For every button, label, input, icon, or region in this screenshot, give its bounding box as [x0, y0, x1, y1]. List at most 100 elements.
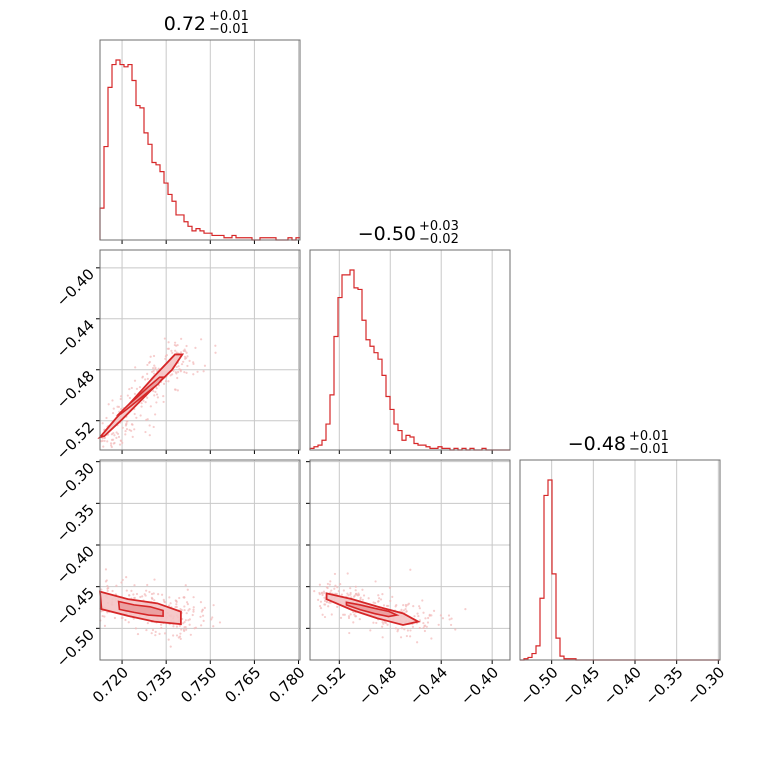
axes-frame [99, 459, 301, 661]
histogram-step-line [99, 59, 300, 241]
sample-point [167, 638, 170, 641]
sample-point [152, 372, 156, 375]
sample-point [176, 370, 180, 374]
sample-point [148, 360, 152, 364]
sample-point [172, 625, 175, 628]
sample-point [140, 405, 143, 408]
sample-point [404, 608, 407, 611]
sample-point [329, 580, 332, 583]
sample-point [327, 605, 330, 608]
x-tick-label: −0.48 [355, 663, 400, 708]
sample-point [354, 589, 357, 592]
sample-point [210, 618, 213, 621]
sample-point [175, 605, 178, 609]
sample-point [201, 614, 205, 617]
sample-point [124, 433, 127, 436]
sample-point [321, 593, 324, 597]
sample-point [121, 426, 124, 429]
sample-point [377, 600, 380, 603]
sample-point [154, 630, 157, 633]
sample-point [183, 608, 186, 612]
sample-point [418, 619, 422, 622]
sample-point [372, 621, 375, 624]
sample-point [146, 583, 149, 587]
sample-point [112, 407, 115, 410]
sample-point [133, 428, 136, 431]
sample-point [139, 414, 142, 417]
sample-point [180, 363, 184, 366]
sample-point [199, 615, 202, 618]
sample-point [141, 376, 144, 379]
sample-point [118, 443, 122, 446]
sample-point [185, 628, 188, 631]
sample-point [328, 601, 331, 604]
sample-point [349, 593, 352, 596]
sample-point [105, 416, 108, 420]
sample-point [115, 584, 118, 587]
x-tick-label: −0.44 [406, 663, 451, 708]
sample-point [333, 587, 336, 590]
sample-point [354, 615, 358, 618]
sample-point [389, 599, 392, 603]
sample-point [192, 610, 195, 613]
sample-point [391, 595, 394, 598]
sample-point [183, 605, 186, 608]
sample-point [382, 604, 386, 607]
sample-point [157, 593, 160, 596]
sample-point [126, 394, 129, 397]
sample-point [317, 598, 320, 601]
sample-point [359, 596, 362, 599]
axes-frame [309, 459, 511, 661]
sample-point [141, 595, 144, 598]
sample-point [407, 602, 411, 605]
sample-point [342, 613, 345, 616]
sample-point [372, 601, 375, 604]
contour-inner [345, 601, 400, 618]
sample-point [125, 427, 129, 431]
sample-point [381, 621, 384, 624]
sample-point [145, 589, 148, 592]
sample-point [430, 637, 433, 640]
sample-point [116, 432, 120, 435]
sample-point [359, 598, 362, 601]
sample-point [175, 351, 178, 354]
sample-point [148, 590, 151, 594]
sample-point [347, 616, 351, 620]
sample-point [426, 621, 430, 624]
sample-point [169, 645, 172, 648]
x-tick-label: −0.30 [683, 663, 728, 708]
sample-point [146, 622, 149, 625]
sample-point [145, 628, 148, 632]
sample-point [160, 626, 163, 630]
sample-point [124, 618, 127, 622]
sample-point [117, 435, 121, 439]
sample-point [191, 613, 194, 617]
y-tick-label: −0.45 [53, 584, 98, 629]
panel-title-0: 0.72 +0.01−0.01 [164, 9, 249, 37]
sample-point [194, 346, 197, 349]
sample-point [144, 594, 147, 597]
sample-point [155, 401, 158, 404]
sample-point [100, 440, 103, 443]
sample-point [214, 351, 217, 354]
panel-title-1: −0.50 +0.03−0.02 [358, 219, 459, 247]
sample-point [464, 608, 467, 611]
sample-point [448, 618, 451, 621]
sample-point [318, 583, 321, 586]
sample-point [411, 625, 415, 628]
sample-point [126, 420, 129, 423]
sample-point [422, 611, 425, 614]
sample-point [107, 403, 110, 406]
sample-point [313, 590, 316, 593]
sample-point [169, 602, 172, 605]
sample-point [106, 440, 109, 443]
sample-point [342, 589, 345, 592]
sample-point [326, 582, 329, 586]
sample-point [154, 367, 157, 371]
sample-point [200, 338, 203, 341]
sample-point [384, 621, 388, 625]
sample-point [152, 369, 155, 372]
sample-point [319, 600, 323, 603]
x-tick-label: −0.35 [641, 663, 686, 708]
sample-point [202, 619, 205, 623]
